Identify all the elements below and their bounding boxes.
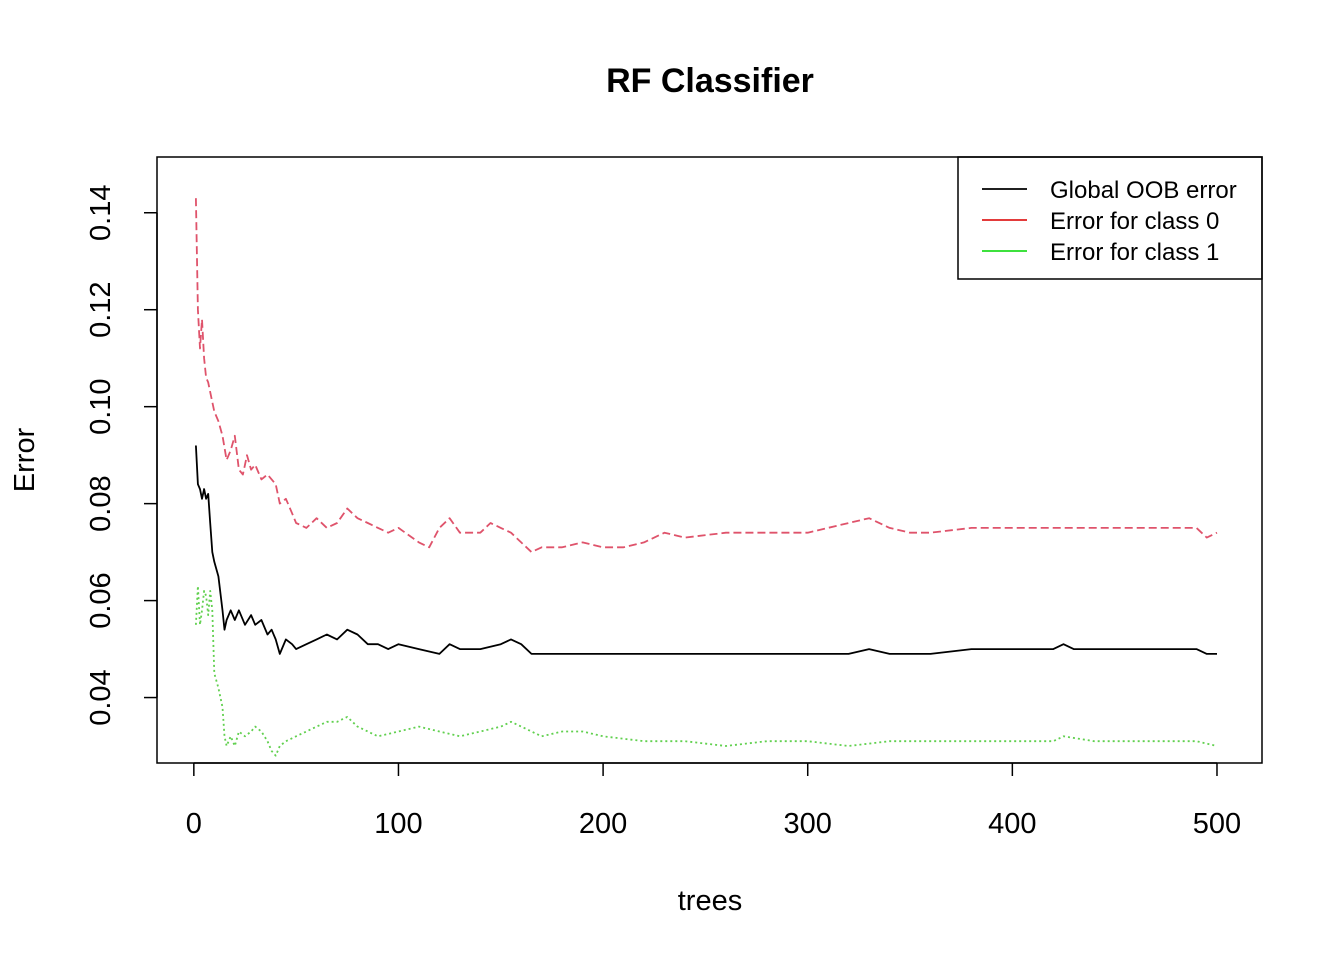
y-tick-label: 0.14 <box>85 185 117 241</box>
legend-label: Error for class 1 <box>1050 239 1219 266</box>
legend-label: Error for class 0 <box>1050 208 1219 235</box>
y-tick-label: 0.10 <box>85 378 117 434</box>
x-tick-label: 300 <box>784 808 832 840</box>
chart-title: RF Classifier <box>606 62 814 100</box>
y-axis-label: Error <box>9 427 41 492</box>
x-tick-label: 200 <box>579 808 627 840</box>
series-line-2 <box>195 198 1218 553</box>
y-tick-label: 0.06 <box>85 572 117 628</box>
x-tick-label: 500 <box>1193 808 1241 840</box>
x-tick-label: 100 <box>374 808 422 840</box>
series-layer <box>195 198 1218 757</box>
legend-label: Global OOB error <box>1050 177 1237 204</box>
y-tick-label: 0.04 <box>85 669 117 725</box>
legend-box <box>957 156 1263 280</box>
x-axis: 0 100 200 300 400 500 <box>186 762 1241 840</box>
legend-entries: Global OOB error Error for class 0 Error f… <box>982 177 1237 266</box>
series-line-1 <box>195 445 1217 655</box>
y-tick-label: 0.08 <box>85 475 117 531</box>
x-tick-label: 400 <box>988 808 1036 840</box>
y-axis: 0.04 0.06 0.08 0.10 0.12 0.14 <box>85 185 158 726</box>
series-line-3 <box>195 585 1218 757</box>
legend: Global OOB error Error for class 0 Error f… <box>957 156 1263 280</box>
y-tick-label: 0.12 <box>85 281 117 337</box>
x-tick-label: 0 <box>186 808 202 840</box>
x-axis-label: trees <box>678 885 742 917</box>
